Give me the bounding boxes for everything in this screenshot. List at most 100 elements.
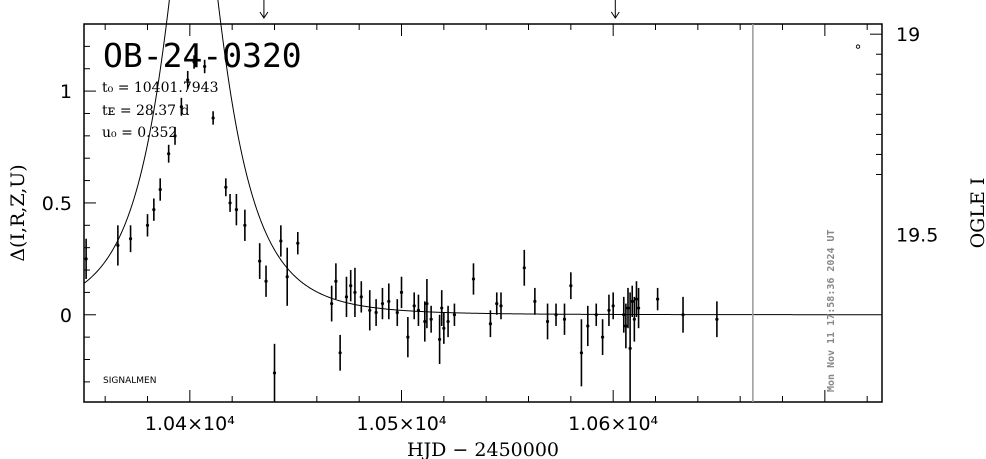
point-marker	[471, 277, 476, 281]
data-point	[425, 278, 429, 329]
data-point	[554, 303, 558, 326]
data-point	[395, 299, 399, 326]
footer-label: SIGNALMEN	[103, 376, 156, 386]
epoch-arrow	[610, 0, 620, 19]
x-tick-label: 1.04×10⁴	[145, 413, 235, 435]
data-point	[387, 283, 391, 320]
data-point	[545, 303, 550, 340]
point-marker	[442, 326, 446, 330]
point-marker	[395, 310, 399, 315]
point-marker	[353, 290, 357, 295]
point-marker	[338, 351, 342, 355]
chart-title: OB-24-0320	[103, 36, 302, 75]
data-point	[228, 193, 232, 212]
y2-tick-label: 19	[896, 24, 920, 46]
arrow-head	[259, 11, 269, 19]
point-marker	[145, 223, 150, 227]
data-point	[624, 303, 628, 349]
model-curve	[83, 0, 882, 316]
data-point	[586, 305, 590, 347]
data-point	[488, 310, 493, 338]
point-marker	[569, 284, 573, 288]
point-marker	[586, 324, 590, 328]
data-point	[272, 343, 277, 402]
data-point	[203, 59, 207, 74]
point-marker	[611, 304, 615, 308]
point-marker	[622, 313, 626, 317]
y2-tick-label: 19.5	[896, 225, 938, 247]
data-point	[416, 294, 421, 326]
param-t0: t₀ = 10401.7943	[102, 80, 218, 96]
data-point	[179, 97, 183, 116]
point-marker	[279, 239, 283, 243]
point-marker	[224, 185, 228, 189]
x-tick-label: 1.06×10⁴	[568, 413, 658, 435]
timestamp-label: Mon Nov 11 17:58:36 2024 UT	[826, 229, 837, 392]
y2-axis-title: OGLE I	[967, 178, 986, 249]
point-marker	[522, 266, 526, 270]
data-point	[412, 292, 416, 320]
data-point	[173, 126, 177, 145]
x-axis-title: HJD − 2450000	[407, 439, 559, 459]
point-marker	[438, 337, 442, 341]
point-marker	[632, 317, 636, 321]
data-point	[145, 214, 150, 237]
point-marker	[349, 284, 353, 288]
point-marker	[656, 297, 660, 301]
legend-symbol: ∘	[854, 39, 863, 55]
point-marker	[368, 308, 372, 312]
data-point	[128, 225, 133, 253]
data-point	[84, 238, 88, 279]
data-point	[349, 270, 353, 302]
point-marker	[446, 319, 450, 324]
y-tick-labels: 00.51	[42, 81, 72, 327]
tick-marks	[84, 24, 882, 402]
point-marker	[607, 308, 611, 312]
y-tick-label: 0	[60, 305, 72, 327]
point-marker	[186, 78, 190, 82]
data-point	[495, 292, 499, 315]
data-point	[116, 225, 120, 266]
point-marker	[374, 310, 378, 315]
x-tick-label: 1.05×10⁴	[356, 413, 446, 435]
data-point	[594, 303, 598, 326]
data-point	[442, 312, 446, 344]
data-point	[636, 287, 641, 329]
y-tick-label: 0.5	[42, 193, 72, 215]
point-marker	[488, 322, 493, 326]
data-point	[344, 276, 349, 318]
point-marker	[440, 306, 444, 310]
point-marker	[452, 313, 457, 317]
point-marker	[425, 301, 429, 306]
point-marker	[158, 187, 162, 192]
data-point	[656, 287, 660, 311]
point-marker	[243, 223, 247, 227]
point-marker	[533, 299, 537, 303]
data-point	[234, 193, 239, 226]
data-point	[330, 285, 334, 322]
point-marker	[416, 308, 421, 312]
model-line	[83, 0, 882, 316]
data-point	[715, 301, 719, 338]
x-tick-labels: 1.04×10⁴ 1.05×10⁴ 1.06×10⁴	[145, 413, 659, 435]
data-point	[258, 243, 262, 279]
point-marker	[562, 317, 567, 321]
data-point	[533, 287, 537, 315]
plot-frame	[83, 23, 883, 403]
point-marker	[626, 306, 630, 310]
point-marker	[173, 134, 177, 138]
point-marker	[600, 335, 605, 339]
top-arrows	[259, 0, 620, 19]
point-marker	[272, 371, 277, 375]
data-point	[192, 55, 196, 69]
data-point	[374, 299, 378, 326]
point-marker	[628, 346, 632, 350]
data-point	[264, 265, 268, 297]
point-marker	[594, 313, 598, 317]
data-point	[611, 292, 615, 320]
data-point	[186, 70, 190, 89]
param-te: tᴇ = 28.37 d	[102, 103, 190, 119]
data-point	[562, 303, 567, 335]
point-marker	[203, 64, 207, 69]
point-marker	[715, 317, 719, 321]
